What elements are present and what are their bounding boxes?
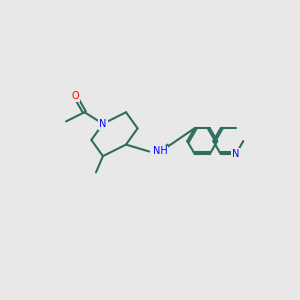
Text: N: N [99,119,106,129]
Text: NH: NH [153,146,167,157]
Text: O: O [71,91,79,101]
Text: N: N [232,149,239,159]
